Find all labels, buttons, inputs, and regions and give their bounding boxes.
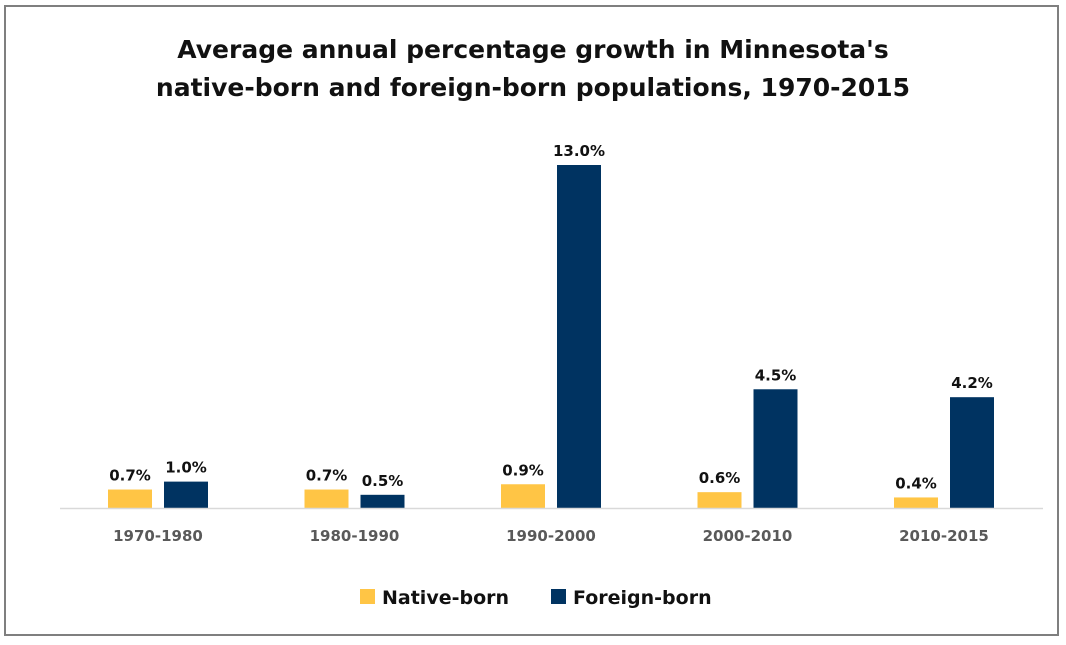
bar-foreign-born-1970-1980 [164,481,208,508]
data-label-native-born-2010-2015: 0.4% [895,474,937,492]
legend-label-native-born: Native-born [382,587,509,609]
data-labels-group: 0.7% 1.0% 0.7% 0.5% 0.9% 13.0% 0.6% 4.5% 0.4% 4.2… [109,142,993,492]
chart-title-line-1: Average annual percentage growth in Minn… [177,35,888,64]
bar-foreign-born-2000-2010 [753,389,798,508]
bar-native-born-2000-2010 [697,492,742,508]
legend: Native-born Foreign-born [360,587,712,609]
bar-native-born-1980-1990 [304,489,349,508]
bar-foreign-born-1980-1990 [360,494,405,508]
data-label-native-born-1970-1980: 0.7% [109,467,151,485]
data-label-foreign-born-2000-2010: 4.5% [755,366,797,384]
data-label-foreign-born-1970-1980: 1.0% [165,459,207,477]
data-label-native-born-1980-1990: 0.7% [306,467,348,485]
x-tick-label-1970-1980: 1970-1980 [113,527,203,545]
data-label-foreign-born-1980-1990: 0.5% [362,472,404,490]
legend-label-foreign-born: Foreign-born [573,587,712,609]
bar-native-born-2010-2015 [894,497,938,508]
chart-title-line-2: native-born and foreign-born populations… [156,73,910,102]
bar-native-born-1990-2000 [501,484,545,508]
bars-group [108,165,994,508]
bar-foreign-born-2010-2015 [950,397,994,508]
bar-native-born-1970-1980 [108,489,152,508]
x-tick-label-2000-2010: 2000-2010 [703,527,793,545]
bar-foreign-born-1990-2000 [557,165,601,508]
data-label-foreign-born-2010-2015: 4.2% [951,374,993,392]
x-tick-label-1980-1990: 1980-1990 [310,527,400,545]
data-label-foreign-born-1990-2000: 13.0% [553,142,605,160]
chart-frame [4,5,1059,636]
legend-swatch-native-born [360,589,375,604]
legend-swatch-foreign-born [551,589,566,604]
data-label-native-born-1990-2000: 0.9% [502,461,544,479]
x-tick-label-2010-2015: 2010-2015 [899,527,989,545]
x-tick-label-1990-2000: 1990-2000 [506,527,596,545]
x-tick-labels-group: 1970-1980 1980-1990 1990-2000 2000-2010 2010… [113,527,989,545]
data-label-native-born-2000-2010: 0.6% [699,469,741,487]
